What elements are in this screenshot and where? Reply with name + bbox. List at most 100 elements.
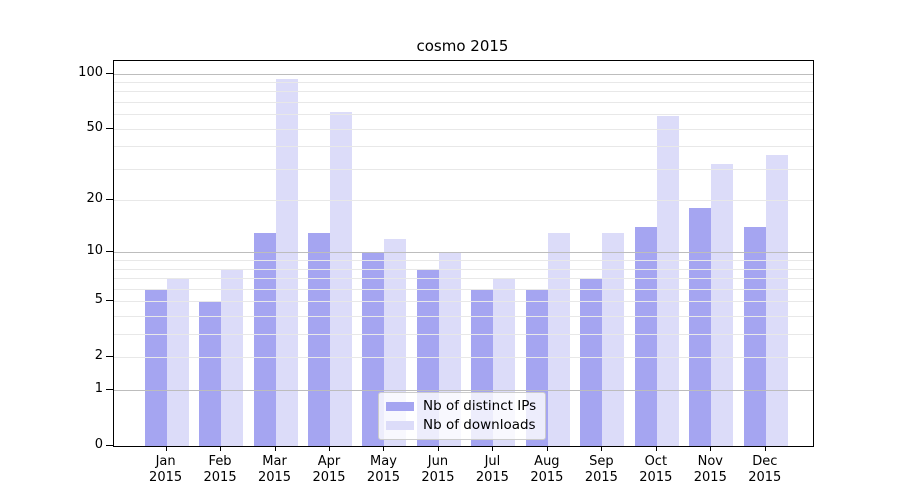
legend-swatch-distinct-ips	[386, 401, 414, 411]
x-tick-label-dec: Dec 2015	[737, 454, 793, 486]
y-tick-mark-50	[106, 127, 113, 129]
y-tick-label-5: 5	[94, 292, 103, 308]
x-tick-mark-may	[383, 446, 385, 451]
x-tick-month: Sep	[589, 454, 614, 469]
y-tick-label-50: 50	[86, 119, 103, 135]
gridline-60	[114, 114, 813, 116]
bar-downloads-aug	[547, 233, 570, 446]
y-tick-mark-1	[106, 389, 113, 391]
x-tick-month: Apr	[317, 454, 341, 469]
y-tick-mark-2	[106, 356, 113, 358]
gridline-2	[114, 357, 813, 359]
x-tick-mark-dec	[764, 446, 766, 451]
x-tick-year: 2015	[748, 470, 782, 485]
x-tick-mark-sep	[601, 446, 603, 451]
gridline-30	[114, 168, 813, 170]
gridline-100	[114, 73, 813, 75]
x-tick-month: Mar	[262, 454, 287, 469]
x-tick-year: 2015	[366, 470, 401, 485]
bar-distinct-ips-feb	[199, 301, 222, 446]
x-tick-year: 2015	[421, 470, 455, 485]
y-tick-label-0: 0	[94, 437, 103, 452]
y-tick-label-100: 100	[78, 64, 103, 80]
x-tick-label-apr: Apr 2015	[301, 454, 357, 486]
x-tick-label-jun: Jun 2015	[410, 454, 466, 486]
x-tick-month: Jul	[484, 454, 501, 469]
gridline-70	[114, 101, 813, 103]
gridline-3	[114, 334, 813, 336]
x-tick-label-mar: Mar 2015	[247, 454, 303, 486]
gridline-4	[114, 316, 813, 318]
x-tick-mark-jul	[492, 446, 494, 451]
x-tick-label-may: May 2015	[355, 454, 411, 486]
gridline-50	[114, 128, 813, 130]
x-tick-month: Nov	[697, 454, 723, 469]
gridline-6	[114, 288, 813, 290]
bar-distinct-ips-dec	[743, 227, 766, 446]
x-tick-month: Jan	[155, 454, 176, 469]
x-tick-month: Aug	[534, 454, 560, 469]
y-tick-label-10: 10	[86, 243, 103, 259]
x-tick-mark-oct	[655, 446, 657, 451]
bar-downloads-oct	[656, 115, 679, 446]
gridline-9	[114, 260, 813, 262]
bar-distinct-ips-sep	[580, 278, 603, 446]
x-tick-month: Oct	[644, 454, 668, 469]
bar-downloads-dec	[765, 154, 788, 446]
gridline-80	[114, 91, 813, 93]
legend-entry-downloads: Nb of downloads	[386, 417, 536, 433]
y-tick-mark-0	[106, 445, 113, 446]
gridline-5	[114, 301, 813, 303]
x-tick-label-nov: Nov 2015	[682, 454, 738, 486]
bar-distinct-ips-jan	[144, 288, 167, 446]
legend-label-distinct-ips: Nb of distinct IPs	[423, 398, 537, 414]
bar-downloads-nov	[711, 163, 734, 446]
gridline-40	[114, 146, 813, 148]
x-tick-year: 2015	[639, 470, 673, 485]
plot-area	[113, 60, 814, 447]
bar-downloads-jan	[166, 278, 189, 446]
bar-distinct-ips-nov	[689, 208, 712, 446]
legend-entry-distinct-ips: Nb of distinct IPs	[386, 398, 536, 414]
x-tick-year: 2015	[149, 470, 183, 485]
x-tick-mark-aug	[546, 446, 548, 451]
legend-swatch-downloads	[386, 420, 414, 430]
x-tick-label-sep: Sep 2015	[573, 454, 629, 486]
x-tick-label-feb: Feb 2015	[192, 454, 248, 486]
gridline-90	[114, 81, 813, 83]
bar-downloads-sep	[602, 233, 625, 446]
x-tick-mark-jun	[437, 446, 439, 451]
bar-distinct-ips-oct	[634, 227, 657, 446]
y-tick-mark-5	[106, 300, 113, 302]
x-tick-month: Feb	[208, 454, 232, 469]
gridline-1	[114, 390, 813, 392]
x-tick-mark-apr	[329, 446, 330, 451]
x-tick-year: 2015	[312, 470, 346, 485]
bar-distinct-ips-mar	[253, 233, 276, 446]
x-tick-year: 2015	[203, 470, 237, 485]
legend: Nb of distinct IPs Nb of downloads	[378, 392, 547, 440]
x-tick-year: 2015	[693, 470, 727, 485]
x-tick-year: 2015	[257, 470, 292, 485]
x-tick-year: 2015	[584, 470, 618, 485]
gridline-7	[114, 278, 813, 280]
x-tick-label-jul: Jul 2015	[464, 454, 520, 486]
x-tick-year: 2015	[530, 470, 564, 485]
x-tick-mark-jan	[165, 446, 167, 451]
gridline-10	[114, 252, 813, 254]
gridline-20	[114, 200, 813, 202]
y-tick-label-2: 2	[94, 348, 103, 364]
y-tick-mark-20	[106, 199, 113, 201]
gridline-8	[114, 268, 813, 270]
x-tick-label-jan: Jan 2015	[138, 454, 194, 486]
y-tick-mark-100	[106, 72, 113, 74]
x-tick-label-oct: Oct 2015	[628, 454, 684, 486]
x-tick-month: Dec	[752, 454, 778, 469]
bar-distinct-ips-apr	[308, 233, 330, 446]
x-tick-year: 2015	[475, 470, 509, 485]
x-tick-month: Jun	[427, 454, 449, 469]
y-tick-label-1: 1	[94, 381, 103, 397]
bar-downloads-mar	[275, 78, 298, 446]
x-tick-label-aug: Aug 2015	[519, 454, 575, 486]
